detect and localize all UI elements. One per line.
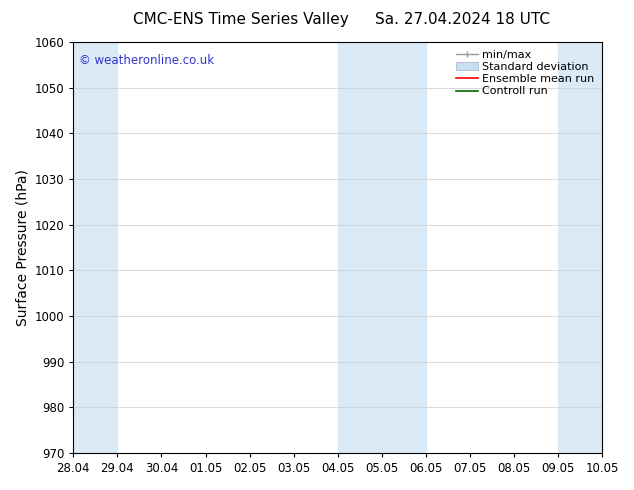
Text: CMC-ENS Time Series Valley: CMC-ENS Time Series Valley [133,12,349,27]
Y-axis label: Surface Pressure (hPa): Surface Pressure (hPa) [15,169,29,326]
Bar [338,42,426,453]
Bar [74,42,117,453]
Bar [558,42,602,453]
Text: © weatheronline.co.uk: © weatheronline.co.uk [79,54,214,68]
Legend: min/max, Standard deviation, Ensemble mean run, Controll run: min/max, Standard deviation, Ensemble me… [453,48,597,98]
Text: Sa. 27.04.2024 18 UTC: Sa. 27.04.2024 18 UTC [375,12,550,27]
